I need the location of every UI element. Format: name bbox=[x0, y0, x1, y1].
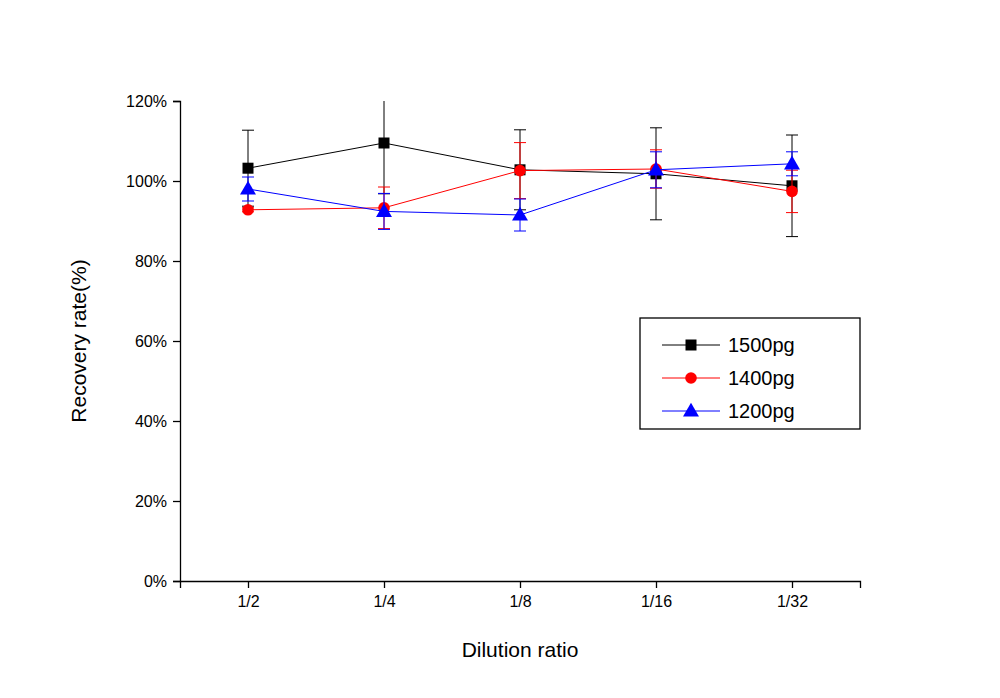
x-tick-label: 1/2 bbox=[237, 593, 259, 610]
y-tick: 0% bbox=[144, 573, 180, 590]
y-tick: 40% bbox=[135, 413, 180, 430]
y-tick-label: 20% bbox=[135, 493, 167, 510]
x-tick-label: 1/8 bbox=[509, 593, 531, 610]
y-tick-mark bbox=[173, 501, 180, 502]
error-bar-part bbox=[650, 219, 662, 220]
data-point bbox=[514, 165, 526, 177]
legend-box bbox=[640, 318, 860, 429]
x-tick-mark bbox=[792, 581, 793, 588]
data-point bbox=[648, 162, 664, 176]
legend-marker bbox=[683, 403, 699, 417]
y-tick-mark bbox=[173, 101, 180, 102]
error-bar-part bbox=[650, 188, 662, 189]
error-bar-part bbox=[786, 175, 798, 176]
error-bar-part bbox=[378, 187, 390, 188]
error-bar-part bbox=[514, 231, 526, 232]
data-point bbox=[376, 203, 392, 217]
y-axis-line bbox=[173, 102, 181, 582]
x-tick-mark bbox=[248, 581, 249, 588]
x-tick-mark bbox=[656, 581, 657, 588]
error-bar-part bbox=[514, 142, 526, 143]
error-bar bbox=[786, 135, 798, 237]
legend-label: 1500pg bbox=[728, 334, 795, 356]
x-tick-label: 1/32 bbox=[777, 593, 808, 610]
x-tick: 1/4 bbox=[373, 581, 395, 610]
x-tick-label: 1/16 bbox=[641, 593, 672, 610]
error-bar-part bbox=[786, 212, 798, 213]
series bbox=[242, 143, 798, 229]
error-bar-part bbox=[786, 236, 798, 237]
y-tick-mark bbox=[173, 421, 180, 422]
x-tick-mark bbox=[520, 581, 521, 588]
y-tick-label: 60% bbox=[135, 333, 167, 350]
error-bar-part bbox=[378, 229, 390, 230]
y-tick: 20% bbox=[135, 493, 180, 510]
error-bar-part bbox=[378, 193, 390, 194]
error-bar-part bbox=[650, 149, 662, 150]
error-bar bbox=[514, 130, 526, 210]
error-bar-part bbox=[242, 130, 254, 131]
x-axis: 1/2 1/4 1/8 1/16 1/32 bbox=[181, 581, 861, 610]
y-tick-label: 40% bbox=[135, 413, 167, 430]
y-axis-title: Recovery rate(%) bbox=[67, 259, 90, 422]
error-bar-part bbox=[242, 177, 254, 178]
y-axis: 0% 20% 40% 60% 80% 100% 120% bbox=[126, 93, 180, 590]
error-bar bbox=[514, 143, 526, 199]
data-point bbox=[512, 207, 528, 221]
y-tick-mark bbox=[173, 261, 180, 262]
legend-marker bbox=[686, 340, 697, 351]
series bbox=[240, 152, 800, 231]
y-tick-label: 0% bbox=[144, 573, 167, 590]
legend-label: 1200pg bbox=[728, 400, 795, 422]
error-bar-part bbox=[242, 201, 254, 202]
error-bar-part bbox=[514, 199, 526, 200]
error-bar bbox=[786, 170, 798, 212]
y-tick-mark bbox=[173, 181, 180, 182]
x-tick-label: 1/4 bbox=[373, 593, 395, 610]
chart: 0% 20% 40% 60% 80% 100% 120% 1/2 1/4 1/8 1/16 1/32 D… bbox=[0, 0, 1000, 698]
error-bar-part bbox=[650, 187, 662, 188]
y-tick-label: 120% bbox=[126, 93, 167, 110]
error-bar bbox=[378, 101, 390, 194]
y-tick: 60% bbox=[135, 333, 180, 350]
y-tick: 80% bbox=[135, 253, 180, 270]
error-bar-part bbox=[650, 151, 662, 152]
error-bar bbox=[242, 130, 254, 206]
x-tick: 1/16 bbox=[641, 581, 672, 610]
series bbox=[242, 101, 798, 237]
error-bar-part bbox=[786, 135, 798, 136]
y-tick: 100% bbox=[126, 173, 180, 190]
y-tick-label: 80% bbox=[135, 253, 167, 270]
y-tick-label: 100% bbox=[126, 173, 167, 190]
y-tick-mark bbox=[173, 581, 180, 582]
data-point bbox=[786, 186, 798, 198]
x-tick-mark bbox=[384, 581, 385, 588]
plot-area bbox=[240, 101, 800, 237]
x-axis-line bbox=[181, 582, 861, 589]
y-tick-mark bbox=[173, 341, 180, 342]
error-bar-part bbox=[514, 198, 526, 199]
y-tick: 120% bbox=[126, 93, 180, 110]
legend-label: 1400pg bbox=[728, 367, 795, 389]
x-tick: 1/2 bbox=[237, 581, 259, 610]
error-bar-part bbox=[650, 127, 662, 128]
x-axis-title: Dilution ratio bbox=[462, 638, 579, 661]
data-point bbox=[243, 163, 254, 174]
error-bar-part bbox=[514, 129, 526, 130]
data-point bbox=[242, 204, 254, 216]
x-tick: 1/32 bbox=[777, 581, 808, 610]
x-tick: 1/8 bbox=[509, 581, 531, 610]
legend: 1500pg 1400pg 1200pg bbox=[640, 318, 860, 429]
error-bar-part bbox=[786, 151, 798, 152]
data-point bbox=[784, 156, 800, 170]
data-point bbox=[379, 138, 390, 149]
data-point bbox=[240, 181, 256, 195]
legend-marker bbox=[685, 372, 697, 384]
